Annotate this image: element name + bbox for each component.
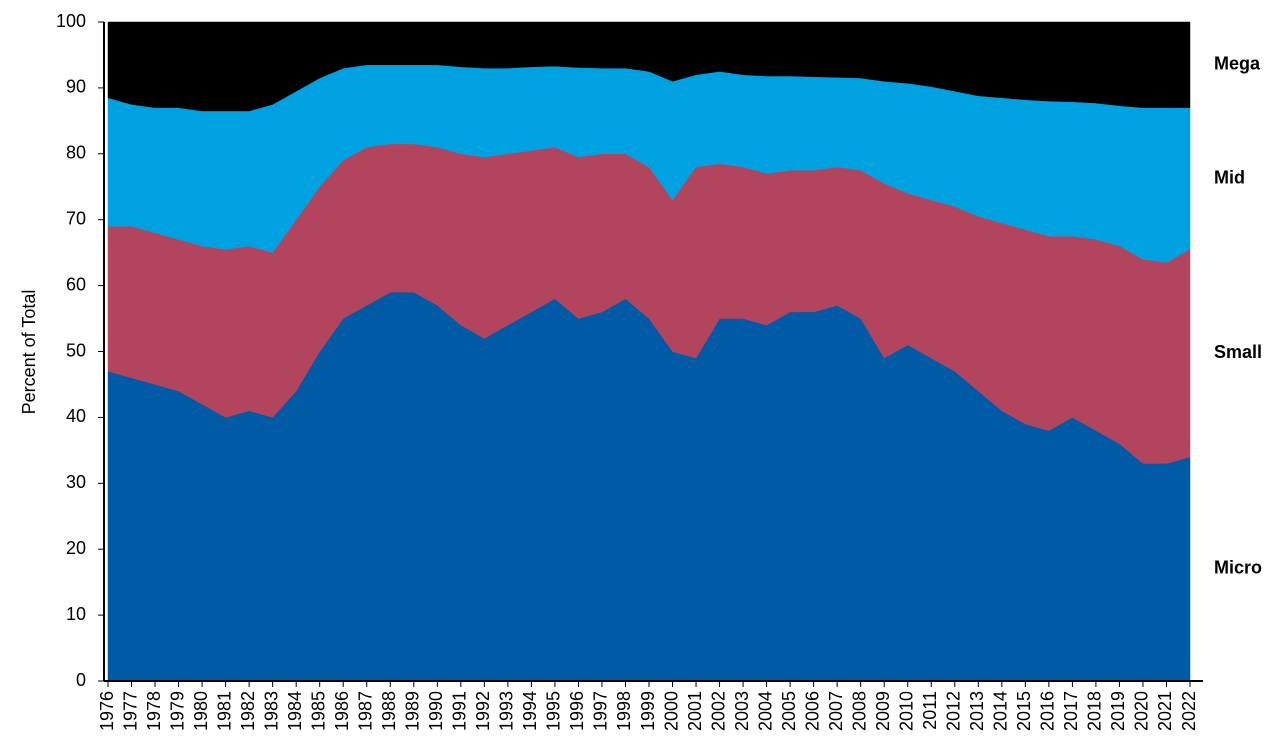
x-tick-label: 2012	[944, 691, 964, 731]
y-tick-label: 10	[66, 604, 86, 624]
y-tick-label: 90	[66, 77, 86, 97]
x-tick-label: 1998	[614, 691, 634, 731]
x-tick-label: 1991	[450, 691, 470, 731]
y-tick-label: 60	[66, 274, 86, 294]
x-tick-label: 2016	[1038, 691, 1058, 731]
x-tick-label: 2021	[1155, 691, 1175, 731]
area	[107, 21, 1191, 112]
y-tick-label: 70	[66, 208, 86, 228]
y-tick-label: 80	[66, 143, 86, 163]
y-tick-label: 20	[66, 538, 86, 558]
x-tick-label: 1988	[379, 691, 399, 731]
x-tick-label: 2019	[1108, 691, 1128, 731]
x-tick-label: 1982	[238, 691, 258, 731]
x-tick-label: 1979	[167, 691, 187, 731]
y-tick-label: 100	[56, 11, 86, 31]
y-tick-label: 40	[66, 406, 86, 426]
x-tick-label: 2004	[755, 691, 775, 731]
x-tick-label: 2005	[779, 691, 799, 731]
x-tick-label: 2022	[1179, 691, 1199, 731]
x-tick-label: 1993	[497, 691, 517, 731]
x-tick-label: 1984	[285, 691, 305, 731]
x-tick-label: 2014	[991, 691, 1011, 731]
x-tick-label: 1999	[638, 691, 658, 731]
x-tick-label: 1978	[144, 691, 164, 731]
x-tick-label: 2010	[896, 691, 916, 731]
x-tick-label: 2009	[873, 691, 893, 731]
x-tick-label: 1995	[544, 691, 564, 731]
x-tick-label: 1986	[332, 691, 352, 731]
x-tick-label: 1994	[520, 691, 540, 731]
y-tick-label: 50	[66, 340, 86, 360]
series-label: Micro	[1214, 558, 1262, 578]
x-tick-label: 1976	[97, 691, 117, 731]
x-tick-label: 1987	[355, 691, 375, 731]
x-tick-label: 2013	[967, 691, 987, 731]
y-tick-label: 30	[66, 472, 86, 492]
x-tick-label: 2018	[1085, 691, 1105, 731]
x-tick-label: 2006	[802, 691, 822, 731]
x-tick-label: 1996	[567, 691, 587, 731]
x-tick-label: 1990	[426, 691, 446, 731]
x-tick-label: 2001	[685, 691, 705, 731]
series-label: Mid	[1214, 167, 1245, 187]
series-label: Mega	[1214, 54, 1261, 74]
x-tick-label: 2000	[661, 691, 681, 731]
x-tick-label: 1981	[214, 691, 234, 731]
x-tick-label: 2011	[920, 691, 940, 730]
x-tick-label: 2020	[1132, 691, 1152, 731]
x-tick-label: 1997	[591, 691, 611, 731]
x-tick-label: 1983	[261, 691, 281, 731]
x-tick-label: 1989	[403, 691, 423, 731]
x-tick-label: 2007	[826, 691, 846, 731]
series-label: Small	[1214, 342, 1262, 362]
x-tick-label: 2002	[708, 691, 728, 731]
x-tick-label: 2017	[1061, 691, 1081, 731]
y-tick-label: 0	[76, 670, 86, 690]
x-tick-label: 2003	[732, 691, 752, 731]
x-tick-label: 1977	[120, 691, 140, 731]
x-tick-label: 1985	[308, 691, 328, 731]
x-tick-label: 2015	[1014, 691, 1034, 731]
x-tick-label: 1992	[473, 691, 493, 731]
x-tick-label: 2008	[849, 691, 869, 731]
x-tick-label: 1980	[191, 691, 211, 731]
y-axis-label: Percent of Total	[19, 290, 39, 415]
